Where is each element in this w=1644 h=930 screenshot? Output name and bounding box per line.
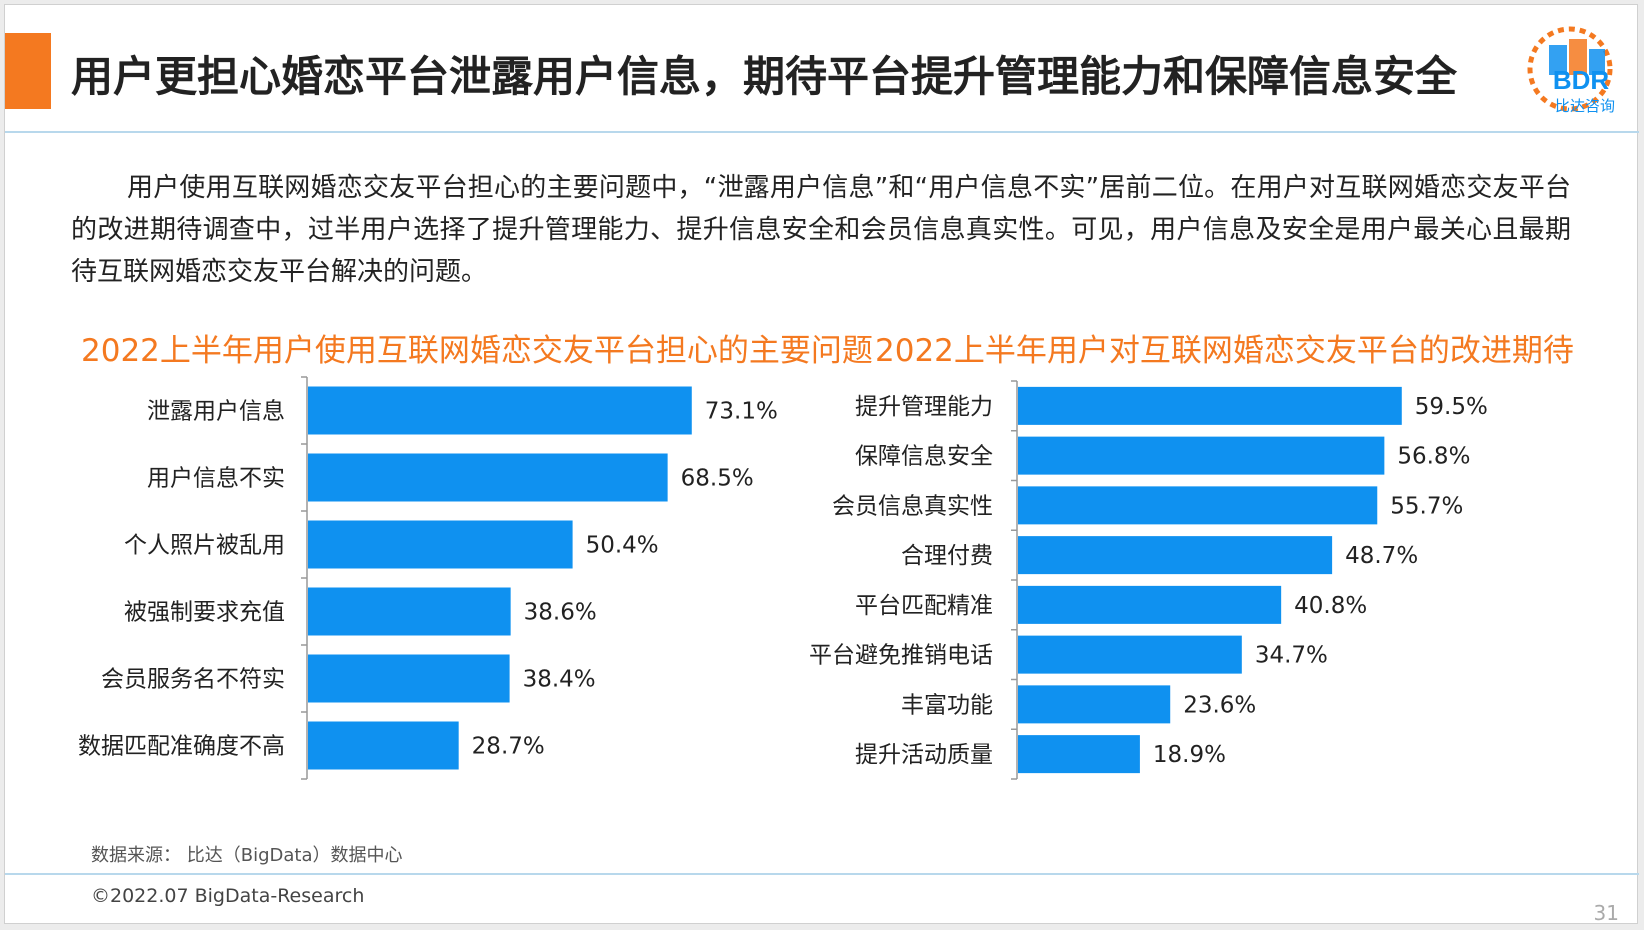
bar — [1018, 386, 1402, 425]
chart2-title: 2022上半年用户对互联网婚恋交友平台的改进期待 — [875, 333, 1574, 369]
page-number: 31 — [1593, 901, 1619, 925]
bar — [308, 386, 692, 435]
logo-block — [1549, 45, 1567, 75]
title-divider — [5, 131, 1639, 133]
data-label: 28.7% — [472, 734, 545, 760]
bar — [308, 453, 668, 502]
intro-paragraph: 用户使用互联网婚恋交友平台担心的主要问题中，“泄露用户信息”和“用户信息不实”居… — [71, 167, 1571, 293]
slide: 用户更担心婚恋平台泄露用户信息，期待平台提升管理能力和保障信息安全 BDR 比达… — [4, 4, 1639, 925]
data-label: 73.1% — [705, 399, 778, 425]
category-label: 合理付费 — [901, 543, 993, 569]
chart1-plot: 泄露用户信息 73.1% 用户信息不实 68.5% 个人照片被乱用 50.4% 被强制要求充… — [78, 376, 778, 780]
copyright: ©2022.07 BigData-Research — [91, 885, 365, 907]
bar — [308, 654, 510, 703]
data-label: 18.9% — [1153, 742, 1226, 768]
category-label: 泄露用户信息 — [147, 399, 285, 425]
title-accent-bar — [5, 33, 51, 109]
category-label: 个人照片被乱用 — [124, 533, 285, 559]
bar — [1018, 685, 1171, 724]
page-title: 用户更担心婚恋平台泄露用户信息，期待平台提升管理能力和保障信息安全 — [71, 52, 1458, 101]
bar — [1018, 735, 1140, 774]
bar — [1018, 585, 1282, 624]
logo-ring — [1527, 26, 1613, 112]
bar — [308, 587, 511, 636]
data-label: 55.7% — [1390, 493, 1463, 519]
chart2-plot: 提升管理能力 59.5% 保障信息安全 56.8% 会员信息真实性 55.7% 合理付费 48… — [809, 380, 1488, 780]
data-label: 38.4% — [523, 667, 596, 693]
category-label: 用户信息不实 — [147, 466, 285, 492]
bar — [1018, 436, 1385, 475]
category-label: 会员服务名不符实 — [101, 667, 285, 693]
bdr-logo: BDR 比达咨询 — [1527, 26, 1615, 115]
category-label: 会员信息真实性 — [832, 493, 993, 519]
chart1-title: 2022上半年用户使用互联网婚恋交友平台担心的主要问题 — [81, 333, 873, 369]
bar — [308, 520, 573, 569]
footer-divider — [5, 873, 1639, 875]
data-label: 56.8% — [1397, 444, 1470, 470]
data-label: 68.5% — [681, 466, 754, 492]
category-label: 保障信息安全 — [855, 444, 993, 470]
bar — [1018, 635, 1242, 674]
category-label: 平台匹配精准 — [855, 593, 993, 619]
bar — [1018, 486, 1378, 525]
logo-text: BDR — [1553, 65, 1610, 95]
category-label: 提升管理能力 — [855, 394, 993, 420]
logo-subtitle: 比达咨询 — [1555, 97, 1615, 115]
data-label: 48.7% — [1345, 543, 1418, 569]
logo-block — [1569, 39, 1587, 75]
data-label: 23.6% — [1183, 692, 1256, 718]
bar — [1018, 536, 1333, 575]
data-label: 40.8% — [1294, 593, 1367, 619]
category-label: 数据匹配准确度不高 — [78, 734, 285, 760]
data-label: 59.5% — [1415, 394, 1488, 420]
data-label: 34.7% — [1255, 643, 1328, 669]
category-label: 平台避免推销电话 — [809, 643, 993, 669]
data-label: 38.6% — [524, 600, 597, 626]
bar — [308, 721, 459, 770]
category-label: 提升活动质量 — [855, 742, 993, 768]
category-label: 被强制要求充值 — [124, 600, 285, 626]
logo-block — [1589, 49, 1605, 75]
charts-canvas: 泄露用户信息 73.1% 用户信息不实 68.5% 个人照片被乱用 50.4% 被强制要求充… — [78, 376, 1488, 780]
data-label: 50.4% — [586, 533, 659, 559]
category-label: 丰富功能 — [901, 692, 993, 718]
intro-text: 用户使用互联网婚恋交友平台担心的主要问题中，“泄露用户信息”和“用户信息不实”居… — [71, 173, 1571, 287]
data-source: 数据来源： 比达（BigData）数据中心 — [91, 845, 403, 866]
